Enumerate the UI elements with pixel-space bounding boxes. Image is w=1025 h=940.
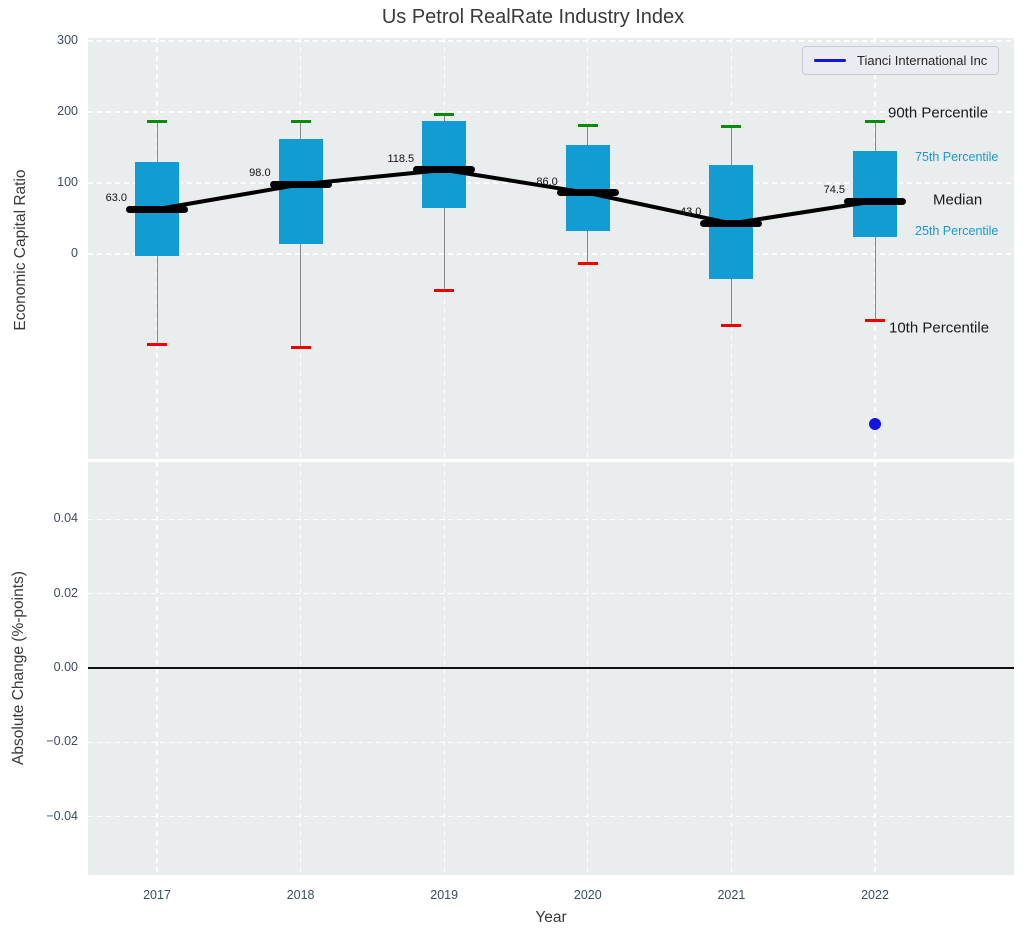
x-axis-label: Year <box>535 909 567 926</box>
median-value-2017: 63.0 <box>105 192 127 205</box>
p10-cap-2021 <box>721 323 742 327</box>
median-value-2022: 74.5 <box>823 184 845 197</box>
median-bar-2017 <box>126 205 188 213</box>
bottom-ytick-2: 0.00 <box>53 660 78 674</box>
bottom-ytick-0: 0.04 <box>53 511 78 526</box>
gridline-horizontal <box>88 593 1014 595</box>
zero-line <box>88 667 1014 669</box>
p90-cap-2019 <box>434 112 455 116</box>
p90-cap-2017 <box>147 120 167 124</box>
bottom-panel <box>88 462 1014 875</box>
legend-label: Tianci International Inc <box>857 53 988 68</box>
legend-line-icon <box>814 59 846 62</box>
xtick-2022: 2022 <box>861 888 889 902</box>
gridline-horizontal <box>88 40 1014 42</box>
annotation-p10: 10th Percentile <box>889 319 990 337</box>
p10-cap-2017 <box>147 343 167 347</box>
iqr-box-2020 <box>565 145 610 231</box>
median-value-2019: 118.5 <box>387 152 415 165</box>
median-value-2021: 43.0 <box>679 206 702 219</box>
annotation-median: Median <box>933 191 983 209</box>
gridline-horizontal <box>88 253 1014 255</box>
p90-cap-2022 <box>865 119 885 123</box>
bottom-ytick-4: −0.04 <box>46 808 78 823</box>
median-value-2018: 98.0 <box>249 167 271 180</box>
median-bar-2022 <box>844 197 906 205</box>
top-ytick-200: 200 <box>57 104 78 118</box>
xtick-2021: 2021 <box>717 888 746 902</box>
annotation-p25: 25th Percentile <box>915 223 999 238</box>
median-bar-2019 <box>413 166 476 174</box>
iqr-box-2019 <box>422 121 467 208</box>
iqr-box-2018 <box>278 138 323 245</box>
median-bar-2018 <box>269 180 332 188</box>
p10-cap-2020 <box>577 261 598 265</box>
gridline-horizontal <box>88 182 1014 184</box>
median-value-2020: 86.0 <box>536 175 558 188</box>
bottom-ytick-1: 0.02 <box>53 585 78 600</box>
p90-cap-2021 <box>721 124 742 128</box>
p90-cap-2020 <box>577 123 598 127</box>
gridline-horizontal <box>88 816 1014 818</box>
annotation-p75: 75th Percentile <box>915 150 999 165</box>
xtick-2020: 2020 <box>573 888 602 902</box>
p10-cap-2019 <box>434 289 455 293</box>
gridline-horizontal <box>88 111 1014 113</box>
p10-cap-2018 <box>290 346 311 350</box>
p10-cap-2022 <box>865 318 885 322</box>
bottom-ytick-3: −0.02 <box>46 734 78 749</box>
median-trend-line <box>156 167 876 226</box>
xtick-2019: 2019 <box>430 888 459 902</box>
iqr-box-2022 <box>853 151 897 237</box>
median-bar-2021 <box>700 219 763 227</box>
top-panel: 63.0 98.0 118.5 86.0 43.0 74.5 90th Percentile… <box>88 38 1014 459</box>
company-point <box>869 418 881 431</box>
xtick-2018: 2018 <box>286 888 315 902</box>
chart-title: Us Petrol RealRate Industry Index <box>381 6 685 28</box>
xtick-2017: 2017 <box>143 888 171 902</box>
median-bar-2020 <box>556 189 619 197</box>
top-ytick-100: 100 <box>57 175 78 189</box>
p90-cap-2018 <box>290 119 311 123</box>
gridline-horizontal <box>88 741 1014 744</box>
top-ytick-0: 0 <box>71 246 78 260</box>
gridline-horizontal <box>88 518 1014 520</box>
legend: Tianci International Inc <box>802 46 1000 75</box>
top-ytick-300: 300 <box>57 33 78 47</box>
annotation-p90: 90th Percentile <box>888 104 989 122</box>
